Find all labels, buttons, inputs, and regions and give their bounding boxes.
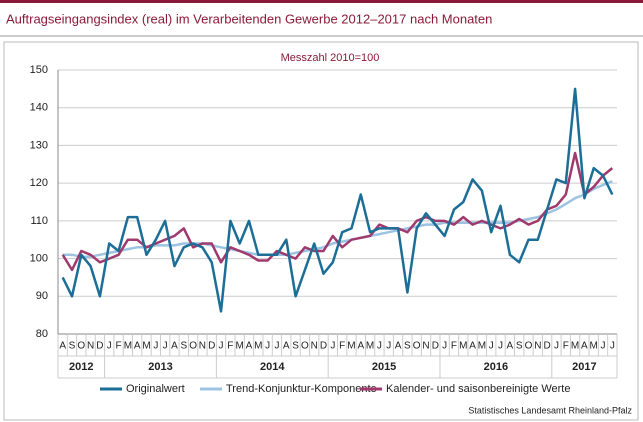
x-tick-label: J — [265, 341, 270, 352]
x-tick-label: S — [180, 341, 187, 352]
y-tick-label: 120 — [30, 177, 48, 189]
x-tick-label: J — [386, 341, 391, 352]
x-tick-label: J — [489, 341, 494, 352]
x-tick-label: M — [142, 341, 150, 352]
x-tick-label: J — [274, 341, 279, 352]
x-tick-label: M — [478, 341, 486, 352]
x-tick-label: O — [413, 341, 421, 352]
x-tick-label: O — [525, 341, 533, 352]
x-tick-label: J — [377, 341, 382, 352]
x-tick-label: N — [311, 341, 318, 352]
x-tick-label: N — [534, 341, 541, 352]
x-tick-label: A — [357, 341, 364, 352]
x-tick-label: N — [422, 341, 429, 352]
x-tick-label: M — [124, 341, 132, 352]
x-tick-label: J — [330, 341, 335, 352]
x-tick-label: S — [404, 341, 411, 352]
x-tick-label: M — [366, 341, 374, 352]
x-tick-label: F — [563, 341, 569, 352]
y-tick-label: 140 — [30, 102, 48, 114]
year-label: 2013 — [148, 361, 172, 373]
x-tick-label: J — [153, 341, 158, 352]
x-tick-label: M — [347, 341, 355, 352]
x-tick-label: M — [590, 341, 598, 352]
x-tick-label: D — [96, 341, 103, 352]
x-tick-label: A — [395, 341, 402, 352]
x-tick-label: A — [171, 341, 178, 352]
x-tick-label: J — [107, 341, 112, 352]
x-tick-label: S — [292, 341, 299, 352]
source: Statistisches Landesamt Rheinland-Pfalz — [468, 405, 632, 415]
year-label: 2017 — [572, 361, 596, 373]
y-tick-label: 130 — [30, 139, 48, 151]
x-tick-label: O — [301, 341, 309, 352]
x-tick-label: D — [432, 341, 439, 352]
top-bar — [0, 0, 643, 3]
x-tick-label: J — [219, 341, 224, 352]
x-tick-label: A — [507, 341, 514, 352]
x-tick-label: J — [498, 341, 503, 352]
x-tick-label: A — [283, 341, 290, 352]
y-tick-label: 90 — [36, 290, 48, 302]
x-tick-label: F — [451, 341, 457, 352]
x-tick-label: O — [189, 341, 197, 352]
x-tick-label: J — [601, 341, 606, 352]
legend-label: Originalwert — [126, 383, 185, 395]
x-tick-label: A — [134, 341, 141, 352]
x-tick-label: J — [610, 341, 615, 352]
chart-title: Auftragseingangsindex (real) im Verarbei… — [6, 11, 492, 26]
legend-label: Kalender- und saisonbereinigte Werte — [386, 383, 570, 395]
chart-subtitle: Messzahl 2010=100 — [281, 52, 380, 64]
x-tick-label: N — [199, 341, 206, 352]
x-tick-label: S — [516, 341, 523, 352]
x-tick-label: J — [163, 341, 168, 352]
x-tick-label: A — [59, 341, 66, 352]
x-tick-label: F — [339, 341, 345, 352]
x-tick-label: D — [208, 341, 215, 352]
year-label: 2015 — [372, 361, 396, 373]
x-tick-label: J — [442, 341, 447, 352]
x-tick-label: M — [254, 341, 262, 352]
x-tick-label: D — [544, 341, 551, 352]
x-tick-label: A — [469, 341, 476, 352]
x-tick-label: A — [581, 341, 588, 352]
x-tick-label: D — [320, 341, 327, 352]
series-line — [61, 87, 614, 313]
x-tick-label: M — [236, 341, 244, 352]
y-tick-label: 100 — [30, 252, 48, 264]
year-label: 2012 — [69, 361, 93, 373]
x-tick-label: J — [554, 341, 559, 352]
y-tick-label: 110 — [30, 215, 48, 227]
year-label: 2016 — [484, 361, 508, 373]
x-tick-label: M — [459, 341, 467, 352]
chart-frame — [3, 41, 639, 421]
y-tick-label: 80 — [36, 328, 48, 340]
x-tick-label: F — [116, 341, 122, 352]
x-tick-label: O — [77, 341, 85, 352]
x-tick-label: N — [87, 341, 94, 352]
legend-label: Trend-Konjunktur-Komponente — [226, 383, 377, 395]
y-tick-label: 150 — [30, 64, 48, 76]
x-tick-label: S — [69, 341, 76, 352]
x-tick-label: M — [571, 341, 579, 352]
x-tick-label: A — [246, 341, 253, 352]
x-tick-label: F — [227, 341, 233, 352]
year-label: 2014 — [260, 361, 285, 373]
